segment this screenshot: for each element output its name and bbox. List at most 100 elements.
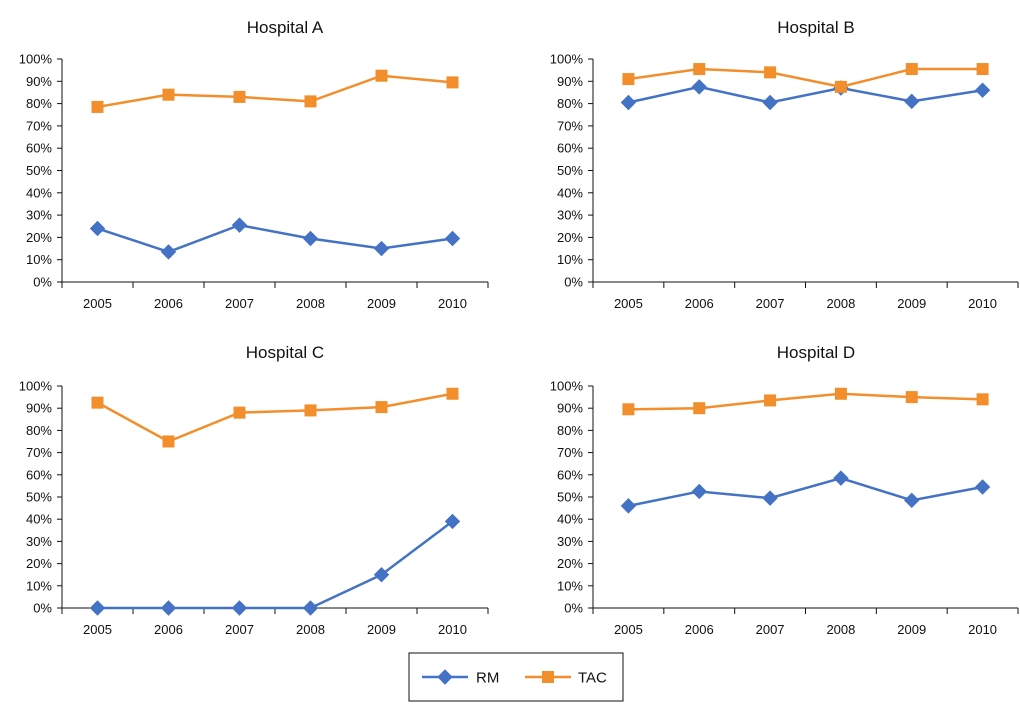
y-tick-label: 0% — [33, 601, 52, 616]
legend-entry-rm: RM — [422, 669, 499, 687]
series-line-tac — [628, 392, 983, 411]
data-point-tac — [764, 66, 777, 79]
data-point-rm — [302, 230, 319, 247]
data-point-rm — [89, 220, 106, 237]
chart-hospital-d: Hospital D 0% 10% 20% 30% 40% 50% 60% 70% 80% 90% 1… — [550, 343, 1019, 637]
legend-frame — [408, 652, 624, 702]
data-point-tac — [304, 404, 317, 417]
y-tick-label: 90% — [26, 401, 52, 416]
x-tick-label: 2007 — [225, 622, 254, 637]
x-tick-label: 2009 — [897, 622, 926, 637]
y-tick-label: 10% — [557, 578, 583, 593]
x-tick-label: 2008 — [826, 296, 855, 311]
data-point-tac — [976, 63, 989, 76]
x-tick-label: 2008 — [296, 622, 325, 637]
x-tick-label: 2009 — [897, 296, 926, 311]
x-tick-label: 2005 — [83, 622, 112, 637]
y-tick-label: 80% — [26, 96, 52, 111]
data-point-rm — [691, 79, 707, 95]
series-line-rm — [97, 520, 454, 610]
x-tick-label: 2006 — [685, 622, 714, 637]
y-tick-label: 70% — [26, 445, 52, 460]
y-tick-label: 50% — [557, 163, 583, 178]
x-tick-label: 2010 — [438, 622, 467, 637]
x-tick-label: 2009 — [367, 622, 396, 637]
y-tick-label: 0% — [564, 275, 583, 290]
data-point-rm — [691, 483, 707, 500]
data-point-tac — [834, 80, 847, 93]
series-line-rm — [97, 223, 453, 254]
chart-hospital-a: Hospital A 0% 10% 20% 30% 40% 50% 60% 70% 80% 90% 1… — [19, 18, 489, 311]
data-point-tac — [764, 394, 777, 407]
data-point-rm — [904, 492, 920, 509]
y-tick-label: 40% — [26, 512, 52, 527]
series-line-tac — [96, 392, 453, 443]
legend-label: TAC — [578, 670, 607, 687]
y-tick-label: 90% — [557, 401, 583, 416]
data-point-tac — [91, 100, 104, 113]
y-tick-label: 90% — [557, 74, 583, 89]
y-tick-label: 90% — [26, 74, 52, 89]
x-tick-label: 2005 — [614, 296, 643, 311]
charts-area: Hospital A 0% 10% 20% 30% 40% 50% 60% 70% 80% 90% 1… — [19, 18, 1019, 637]
x-tick-label: 2007 — [756, 296, 785, 311]
y-tick-label: 70% — [557, 445, 583, 460]
data-point-tac — [375, 401, 388, 414]
data-point-rm — [444, 513, 461, 530]
x-tick-label: 2006 — [154, 622, 183, 637]
y-tick-label: 100% — [19, 52, 53, 67]
data-point-rm — [160, 600, 177, 616]
data-point-rm — [904, 93, 920, 110]
x-tick-label: 2006 — [154, 296, 183, 311]
x-tick-label: 2007 — [756, 622, 785, 637]
y-tick-label: 60% — [26, 467, 52, 482]
x-tick-label: 2009 — [367, 296, 396, 311]
series-line-tac — [628, 67, 983, 89]
chart-hospital-b: Hospital B 0% 10% 20% 30% 40% 50% 60% 70% 80% 90% 1… — [550, 18, 1019, 311]
chart-title: Hospital B — [777, 18, 854, 37]
x-tick-label: 2005 — [83, 296, 112, 311]
y-tick-label: 10% — [26, 252, 52, 267]
data-point-rm — [373, 240, 390, 257]
legend-entry-tac: TAC — [525, 670, 607, 687]
data-point-rm — [231, 600, 248, 616]
y-tick-label: 0% — [564, 601, 583, 616]
data-point-tac — [693, 63, 706, 76]
series-line-rm — [628, 85, 983, 104]
y-tick-label: 20% — [26, 556, 52, 571]
chart-title: Hospital C — [246, 343, 324, 362]
y-tick-label: 80% — [557, 423, 583, 438]
data-point-rm — [974, 479, 991, 495]
data-point-tac — [622, 403, 635, 416]
data-point-rm — [762, 490, 778, 506]
x-tick-label: 2010 — [968, 622, 997, 637]
data-point-rm — [620, 94, 637, 111]
data-point-tac — [162, 435, 175, 448]
data-point-rm — [444, 230, 461, 247]
y-tick-label: 60% — [557, 467, 583, 482]
y-tick-label: 20% — [557, 230, 583, 245]
data-point-rm — [231, 217, 248, 233]
y-tick-label: 40% — [557, 185, 583, 200]
data-point-rm — [620, 498, 637, 514]
series-line-tac — [97, 74, 453, 109]
y-tick-label: 20% — [26, 230, 52, 245]
y-tick-label: 0% — [33, 275, 52, 290]
data-point-tac — [834, 387, 847, 400]
x-tick-label: 2007 — [225, 296, 254, 311]
x-tick-label: 2010 — [968, 296, 997, 311]
data-point-tac — [304, 95, 317, 108]
y-tick-label: 80% — [26, 423, 52, 438]
y-tick-label: 60% — [26, 141, 52, 156]
y-tick-label: 100% — [19, 379, 53, 394]
legend-label: RM — [476, 670, 499, 687]
x-tick-label: 2005 — [614, 622, 643, 637]
data-point-tac — [162, 88, 175, 101]
data-point-tac — [905, 391, 918, 404]
y-tick-label: 40% — [557, 512, 583, 527]
y-tick-label: 100% — [550, 379, 584, 394]
x-tick-label: 2008 — [296, 296, 325, 311]
y-tick-label: 30% — [557, 208, 583, 223]
y-tick-label: 10% — [557, 252, 583, 267]
series-line-rm — [628, 476, 983, 508]
